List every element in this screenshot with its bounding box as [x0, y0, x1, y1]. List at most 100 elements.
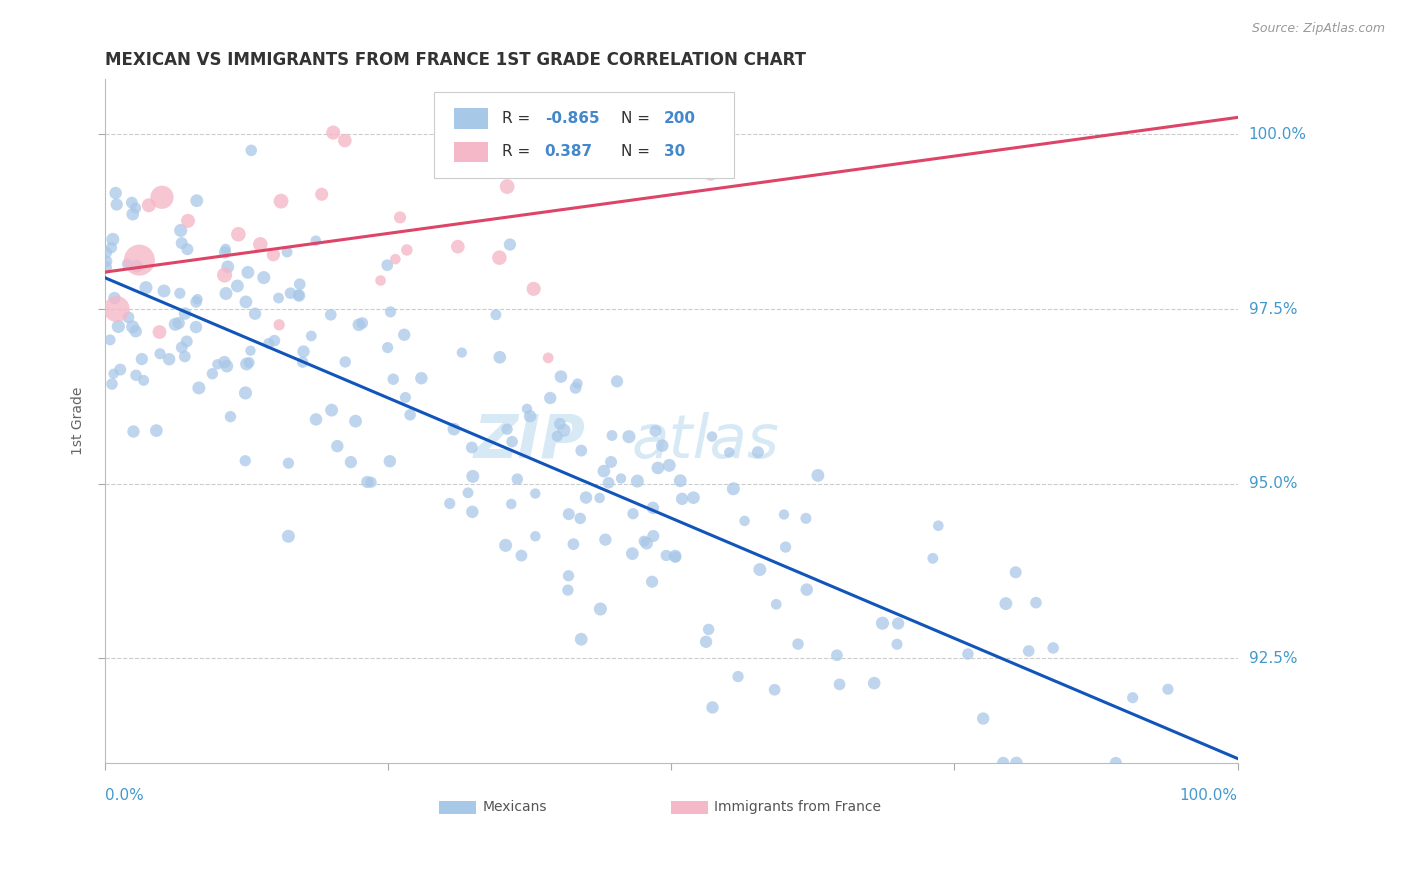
Point: [787, 637, 810, 651]
Point: [103, 291, 125, 305]
Point: [215, 286, 238, 301]
Point: [457, 485, 479, 500]
Point: [524, 529, 547, 543]
Point: [380, 305, 402, 319]
Point: [499, 237, 522, 252]
Text: Immigrants from France: Immigrants from France: [714, 800, 882, 814]
Point: [101, 377, 124, 392]
Point: [110, 362, 132, 376]
Point: [697, 623, 720, 637]
Point: [319, 308, 342, 322]
Point: [201, 367, 224, 381]
Point: [775, 540, 797, 554]
Point: [169, 286, 191, 301]
Point: [280, 286, 302, 301]
Point: [723, 482, 745, 496]
Point: [863, 676, 886, 690]
Text: R =: R =: [502, 145, 534, 160]
Point: [496, 422, 519, 436]
Point: [617, 430, 640, 444]
Point: [606, 375, 628, 389]
Point: [105, 197, 128, 211]
Point: [501, 497, 523, 511]
Point: [150, 190, 173, 204]
Point: [636, 536, 658, 550]
Point: [352, 316, 374, 330]
Point: [165, 318, 187, 332]
Point: [207, 357, 229, 371]
Point: [219, 409, 242, 424]
Point: [411, 371, 433, 385]
Point: [214, 242, 236, 256]
Point: [292, 344, 315, 359]
Point: [524, 486, 547, 500]
Point: [461, 505, 484, 519]
Text: MEXICAN VS IMMIGRANTS FROM FRANCE 1ST GRADE CORRELATION CHART: MEXICAN VS IMMIGRANTS FROM FRANCE 1ST GR…: [105, 51, 807, 69]
Point: [214, 355, 236, 369]
Point: [588, 491, 610, 505]
Point: [495, 538, 517, 552]
Point: [263, 334, 285, 348]
Point: [184, 320, 207, 334]
Point: [186, 294, 208, 309]
Point: [186, 194, 208, 208]
Point: [1122, 690, 1144, 705]
Text: 100.0%: 100.0%: [1249, 127, 1306, 142]
Point: [439, 496, 461, 510]
Point: [550, 369, 572, 384]
Point: [450, 345, 472, 359]
Point: [94, 245, 117, 260]
Point: [375, 258, 398, 272]
Point: [125, 324, 148, 338]
Point: [1004, 566, 1026, 580]
Point: [173, 350, 195, 364]
Point: [516, 401, 538, 416]
Point: [335, 355, 357, 369]
Point: [305, 412, 328, 426]
Point: [311, 187, 333, 202]
Point: [236, 265, 259, 279]
Point: [562, 537, 585, 551]
Point: [340, 455, 363, 469]
Point: [1105, 756, 1128, 770]
Point: [239, 343, 262, 358]
Point: [794, 511, 817, 525]
Point: [1018, 644, 1040, 658]
Point: [548, 417, 571, 431]
Point: [299, 329, 322, 343]
Point: [872, 616, 894, 631]
Point: [564, 381, 586, 395]
Point: [291, 355, 314, 369]
Point: [124, 201, 146, 215]
Point: [176, 334, 198, 349]
Point: [510, 549, 533, 563]
Point: [886, 637, 908, 651]
Point: [395, 243, 418, 257]
Point: [389, 211, 412, 225]
Point: [734, 514, 756, 528]
Point: [695, 634, 717, 648]
Point: [664, 549, 686, 563]
Point: [117, 310, 139, 325]
Point: [288, 277, 311, 292]
Point: [101, 232, 124, 246]
Point: [105, 301, 128, 316]
Point: [461, 441, 484, 455]
Bar: [439, 800, 475, 814]
Point: [765, 597, 787, 611]
Bar: [672, 800, 707, 814]
Point: [664, 549, 686, 564]
Point: [748, 563, 770, 577]
Point: [1157, 682, 1180, 697]
Point: [104, 186, 127, 200]
Text: 200: 200: [664, 111, 696, 126]
Point: [699, 167, 721, 181]
Point: [671, 491, 693, 506]
Point: [647, 461, 669, 475]
Point: [170, 223, 193, 237]
Point: [344, 414, 367, 428]
Point: [488, 251, 510, 265]
Point: [233, 454, 256, 468]
Bar: [454, 142, 488, 162]
Point: [277, 456, 299, 470]
